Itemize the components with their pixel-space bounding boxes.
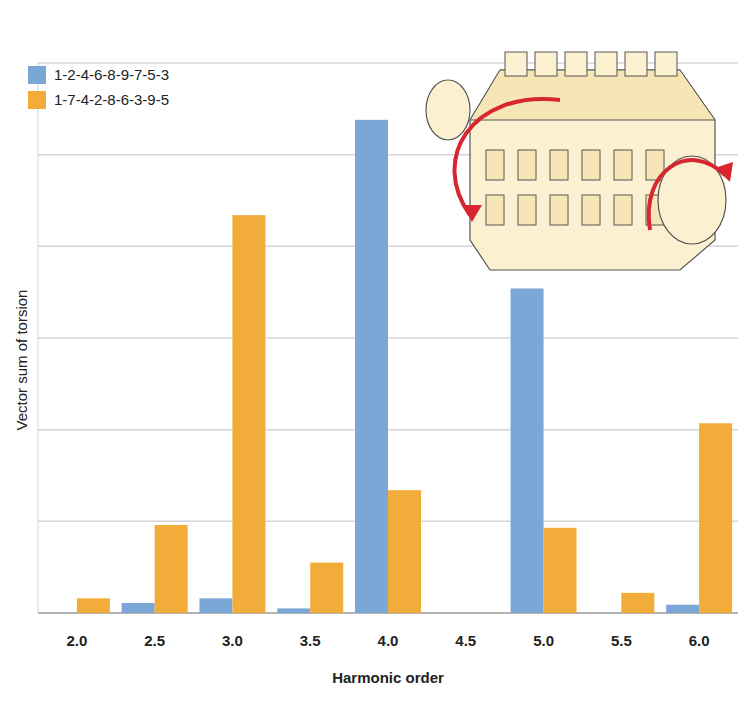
x-tick-label: 4.5	[455, 632, 476, 649]
x-tick-label: 3.5	[300, 632, 321, 649]
cylinder-head	[595, 52, 617, 76]
bar	[433, 613, 466, 614]
engine-panel	[550, 195, 568, 225]
x-tick-label: 4.0	[378, 632, 399, 649]
x-axis-title: Harmonic order	[332, 669, 444, 686]
bar	[310, 563, 343, 613]
axis-line	[38, 63, 39, 613]
engine-panel	[550, 150, 568, 180]
cylinder-head	[505, 52, 527, 76]
bar	[511, 289, 544, 614]
bar	[277, 608, 310, 613]
bar	[77, 598, 110, 613]
legend: 1-2-4-6-8-9-7-5-3 1-7-4-2-8-6-3-9-5	[28, 66, 169, 109]
engine-panel	[582, 195, 600, 225]
bar	[388, 490, 421, 613]
cylinder-head	[565, 52, 587, 76]
bar	[466, 613, 499, 614]
engine-panel	[582, 150, 600, 180]
torsion-arrow	[649, 160, 725, 230]
bar	[666, 605, 699, 613]
bars	[77, 120, 732, 613]
bar	[44, 613, 77, 614]
bar	[699, 423, 732, 613]
x-tick-label: 2.0	[66, 632, 87, 649]
bar	[621, 593, 654, 613]
chart: 2.0 2.5 3.0 3.5 4.0 4.5 5.0 5.5 6.0 Harmonic orde…	[0, 0, 753, 709]
cylinder-head	[625, 52, 647, 76]
engine-panel	[518, 195, 536, 225]
engine-panel	[518, 150, 536, 180]
engine-top	[470, 70, 715, 120]
x-tick-label: 2.5	[144, 632, 165, 649]
legend-label: 1-2-4-6-8-9-7-5-3	[54, 66, 169, 83]
engine-panel	[614, 150, 632, 180]
pulley	[426, 80, 470, 140]
x-tick-label: 3.0	[222, 632, 243, 649]
arrow-head	[462, 205, 482, 222]
x-tick-label: 5.0	[533, 632, 554, 649]
y-axis-title: Vector sum of torsion	[13, 290, 30, 431]
engine-panel	[486, 150, 504, 180]
bar	[588, 613, 621, 614]
engine-panel	[614, 195, 632, 225]
bar	[232, 215, 265, 613]
legend-swatch	[28, 91, 46, 109]
bar	[355, 120, 388, 613]
legend-label: 1-7-4-2-8-6-3-9-5	[54, 91, 169, 108]
engine-illustration	[426, 52, 733, 270]
cylinder-head	[535, 52, 557, 76]
bar	[155, 525, 188, 613]
engine-panel	[486, 195, 504, 225]
legend-swatch	[28, 66, 46, 84]
bar	[122, 603, 155, 613]
arrow-head	[715, 162, 733, 182]
torsion-arrow	[454, 99, 560, 215]
bar	[199, 598, 232, 613]
bar	[544, 528, 577, 613]
x-tick-label: 6.0	[689, 632, 710, 649]
x-tick-label: 5.5	[611, 632, 632, 649]
cylinder-head	[655, 52, 677, 76]
